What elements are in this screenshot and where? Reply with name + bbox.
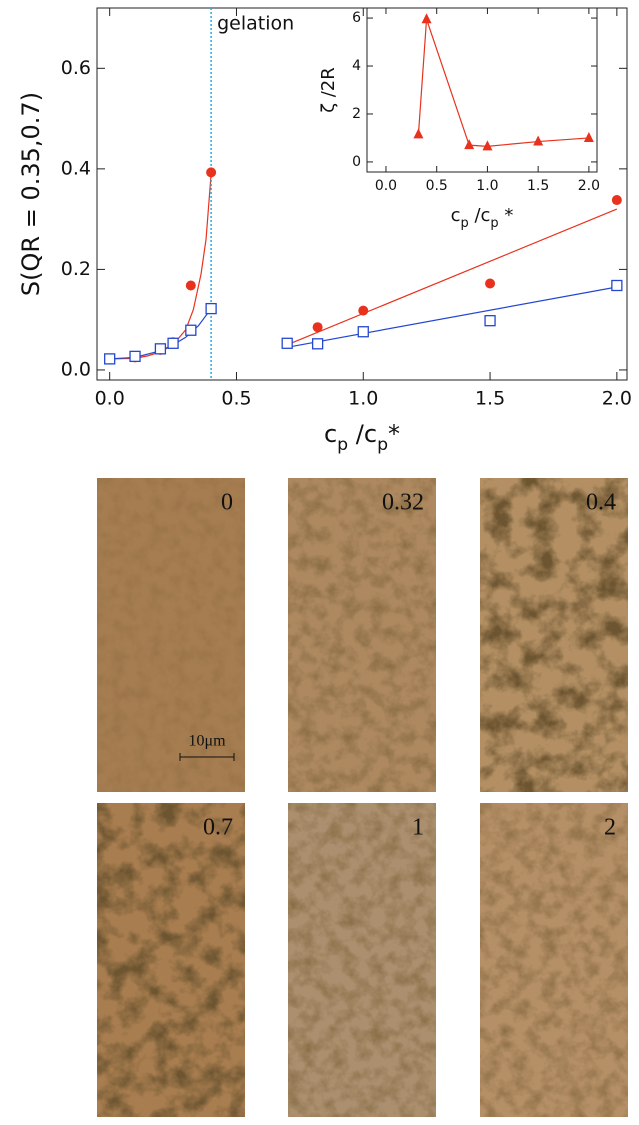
micrograph: 0.7 — [97, 803, 245, 1117]
data-point — [583, 131, 594, 142]
y-axis-label: S(QR = 0.35,0.7) — [17, 92, 45, 296]
x-axis-label-part: p — [490, 216, 498, 231]
data-point — [464, 139, 475, 150]
x-axis-label-part: /c — [348, 420, 377, 448]
fit-line — [109, 173, 212, 360]
x-axis-label-part: * — [499, 205, 514, 226]
y-tick-label: 4 — [352, 58, 361, 74]
y-tick-label: 0 — [352, 154, 361, 170]
data-point — [104, 353, 116, 365]
micrograph-texture — [480, 478, 628, 792]
micrograph-texture — [288, 478, 436, 792]
data-point — [312, 322, 323, 333]
x-axis-label: cp /cp* — [324, 420, 400, 455]
fit-line — [286, 208, 618, 346]
data-point — [484, 315, 496, 327]
micrograph-label: 2 — [604, 815, 616, 841]
y-tick-label: 6 — [352, 10, 361, 26]
micrograph-texture — [288, 803, 436, 1117]
annotation: gelation — [217, 13, 294, 35]
micrograph-label: 0 — [221, 490, 233, 516]
x-tick-label: 1.0 — [348, 388, 378, 410]
x-axis-label-part: c — [324, 420, 337, 448]
scale-bar-label: 10μm — [188, 733, 226, 750]
data-point — [185, 280, 196, 291]
fit-line — [287, 286, 617, 348]
data-point — [311, 338, 324, 350]
data-point — [185, 324, 197, 336]
data-point — [611, 195, 622, 206]
data-point — [611, 279, 623, 292]
x-tick-label: 2.0 — [578, 178, 600, 194]
micrograph: 0 10μm — [97, 478, 245, 792]
y-tick-label: 2 — [352, 106, 361, 122]
plot-frame — [366, 7, 598, 173]
y-tick-label: 0.4 — [61, 157, 91, 179]
x-axis-label-part: c — [451, 205, 461, 226]
data-point — [281, 337, 293, 349]
micrograph: 1 — [288, 803, 436, 1117]
data-point — [357, 326, 369, 338]
x-tick-label: 0.0 — [95, 388, 125, 410]
data-point — [413, 128, 424, 139]
x-tick-label: 0.5 — [221, 388, 251, 410]
x-axis-label-part: p — [461, 216, 469, 231]
data-point — [533, 135, 544, 146]
micrograph-texture — [97, 478, 245, 792]
y-tick-label: 0.0 — [61, 358, 91, 380]
micrograph-label: 0.4 — [586, 490, 616, 516]
data-point — [421, 13, 432, 24]
micrograph: 0.4 — [480, 478, 628, 792]
data-point — [129, 350, 141, 363]
x-axis-label-part: /c — [469, 205, 491, 226]
micrograph-label: 0.7 — [203, 815, 233, 841]
micrograph: 0.32 — [288, 478, 436, 792]
data-point — [358, 305, 369, 316]
data-point — [205, 302, 217, 315]
micrograph-texture — [480, 803, 628, 1117]
x-axis-label: cp /cp * — [451, 205, 514, 231]
series-line — [417, 19, 589, 147]
x-axis-label-part: * — [388, 420, 400, 448]
x-tick-label: 1.5 — [527, 178, 549, 194]
data-point — [154, 343, 167, 355]
x-tick-label: 1.0 — [476, 178, 498, 194]
micrograph-label: 1 — [412, 815, 424, 841]
data-point — [482, 140, 493, 151]
data-point — [485, 278, 496, 289]
y-axis-label: ζ /2R — [318, 67, 339, 113]
data-point — [206, 167, 217, 178]
micrograph: 2 — [480, 803, 628, 1117]
micrograph-label: 0.32 — [382, 490, 424, 516]
y-tick-label: 0.2 — [61, 258, 91, 280]
x-tick-label: 2.0 — [602, 388, 632, 410]
data-point — [167, 337, 179, 349]
micrograph-texture — [97, 803, 245, 1117]
y-tick-label: 0.6 — [61, 57, 91, 79]
x-tick-label: 0.5 — [426, 178, 448, 194]
x-axis-label-part: p — [337, 435, 348, 455]
x-axis-label-part: p — [377, 435, 388, 455]
x-tick-label: 0.0 — [375, 178, 397, 194]
x-tick-label: 1.5 — [475, 388, 505, 410]
